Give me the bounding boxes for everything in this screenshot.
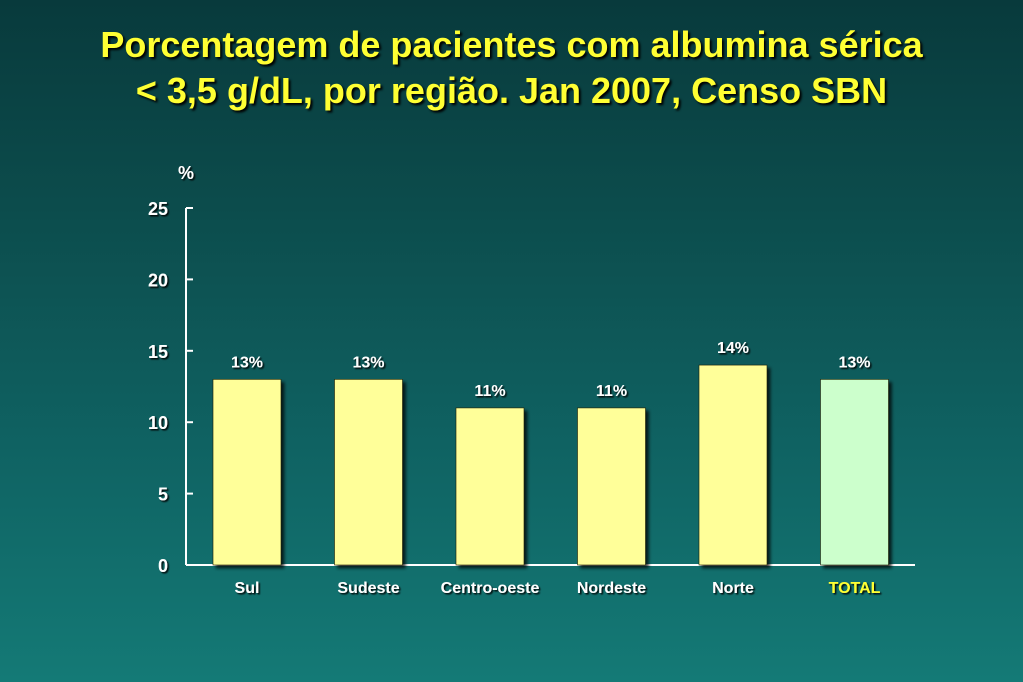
bar-sul [212,379,282,566]
y-tick-label: 5 [158,485,168,505]
data-label: 11% [474,383,505,400]
x-tick-label: TOTAL [829,580,881,597]
data-label: 13% [352,354,384,371]
data-label: 13% [838,354,870,371]
bar-sudeste [334,379,403,566]
bar-norte [698,364,768,566]
data-label: 11% [596,383,627,400]
chart-title: Porcentagem de pacientes com albumina sé… [0,22,1023,114]
y-tick-label: 20 [148,270,168,290]
title-line-2: < 3,5 g/dL, por região. Jan 2007, Censo … [135,70,888,111]
x-tick-label: Sudeste [337,580,399,597]
title-line-1: Porcentagem de pacientes com albumina sé… [100,24,923,65]
x-tick-label: Nordeste [577,580,646,597]
y-tick-label: 25 [148,199,168,219]
y-axis-unit-label: % [178,163,194,183]
x-tick-label: Centro-oeste [441,580,540,597]
data-label: 14% [717,340,749,357]
data-label: 13% [231,354,263,371]
y-tick-label: 15 [148,342,168,362]
y-tick-label: 0 [158,556,168,576]
y-tick-label: 10 [148,413,168,433]
x-tick-label: Norte [712,580,754,597]
bar-total [820,379,889,566]
x-tick-label: Sul [235,580,260,597]
bar-nordeste [577,407,646,566]
bar-centro-oeste [455,407,525,566]
